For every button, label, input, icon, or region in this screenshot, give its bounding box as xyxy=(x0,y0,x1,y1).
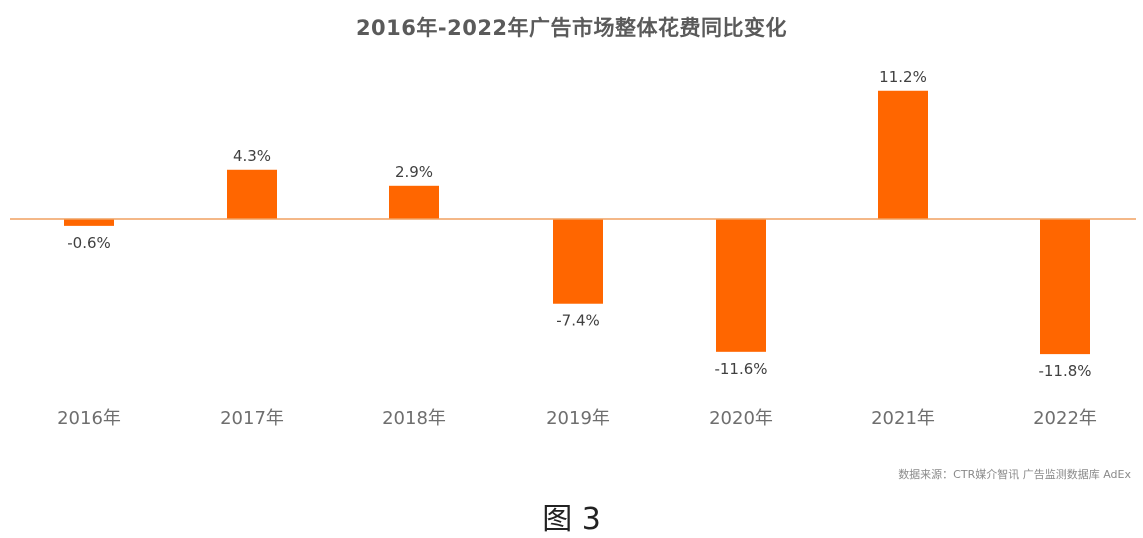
bar-2017年 xyxy=(227,169,277,219)
bar-2019年 xyxy=(553,219,603,304)
x-tick-label: 2016年 xyxy=(57,408,121,429)
x-tick-label: 2020年 xyxy=(709,408,773,429)
data-label: -11.6% xyxy=(714,360,767,378)
data-label: -0.6% xyxy=(67,234,111,252)
data-label: -11.8% xyxy=(1038,362,1091,380)
bar-2021年 xyxy=(878,90,928,219)
chart-title: 2016年-2022年广告市场整体花费同比变化 xyxy=(355,16,788,40)
figure-caption: 图 3 xyxy=(542,502,601,537)
x-tick-label: 2022年 xyxy=(1033,408,1097,429)
bar-2016年 xyxy=(64,219,114,226)
bar-2020年 xyxy=(716,219,766,352)
x-tick-label: 2018年 xyxy=(382,408,446,429)
x-tick-label: 2017年 xyxy=(220,408,284,429)
data-label: -7.4% xyxy=(556,312,600,330)
data-label: 4.3% xyxy=(233,147,271,165)
data-label: 2.9% xyxy=(395,163,433,181)
bar-2018年 xyxy=(389,185,439,219)
data-label: 11.2% xyxy=(879,68,927,86)
x-tick-label: 2021年 xyxy=(871,408,935,429)
x-tick-label: 2019年 xyxy=(546,408,610,429)
data-source-note: 数据来源：CTR媒介智讯 广告监测数据库 AdEx xyxy=(898,468,1131,481)
bar-chart: -0.6% 2016年 4.3% 2017年 2.9% 2018年 -7.4% 2019年 -1… xyxy=(10,68,1136,429)
bar-2022年 xyxy=(1040,219,1090,355)
chart-panel: 2016年-2022年广告市场整体花费同比变化 -0.6% 2016年 4.3% 20… xyxy=(10,16,1136,481)
